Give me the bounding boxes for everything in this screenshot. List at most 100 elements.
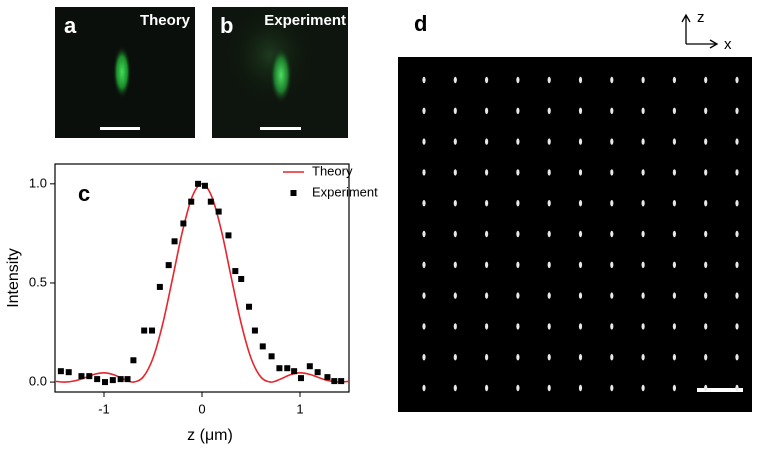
spot bbox=[516, 292, 520, 299]
spot bbox=[672, 323, 677, 330]
data-point bbox=[149, 327, 156, 334]
spot bbox=[610, 354, 614, 361]
data-point bbox=[291, 368, 298, 375]
data-point bbox=[201, 182, 208, 189]
spot bbox=[516, 138, 520, 145]
scale-bar bbox=[260, 127, 301, 130]
chart: c z (μm) Intensity -1 0 1 0.0 0.5 1.0 Theory Ex… bbox=[5, 163, 378, 444]
data-point bbox=[215, 208, 222, 215]
data-point bbox=[324, 374, 331, 381]
spot bbox=[422, 138, 426, 145]
spot bbox=[641, 107, 645, 115]
spot bbox=[704, 200, 708, 207]
spot bbox=[641, 292, 645, 299]
data-point bbox=[86, 373, 93, 380]
data-point bbox=[246, 303, 253, 310]
data-point bbox=[207, 198, 214, 205]
spot bbox=[735, 138, 739, 145]
spot bbox=[704, 261, 708, 268]
data-point bbox=[276, 365, 283, 372]
spot bbox=[547, 230, 551, 238]
spot bbox=[735, 384, 739, 392]
data-point bbox=[331, 378, 338, 385]
spot bbox=[578, 354, 583, 361]
data-point bbox=[124, 376, 131, 383]
spot bbox=[704, 384, 708, 392]
spot bbox=[578, 230, 583, 238]
spot bbox=[422, 384, 426, 392]
spot bbox=[610, 230, 614, 238]
data-point bbox=[297, 375, 304, 382]
data-point bbox=[232, 268, 239, 275]
spot bbox=[735, 76, 739, 84]
image-array bbox=[398, 57, 752, 412]
spot bbox=[610, 384, 614, 392]
spot bbox=[485, 261, 489, 268]
spot bbox=[641, 76, 645, 84]
data-point bbox=[94, 376, 101, 383]
spot bbox=[610, 292, 614, 299]
plot-frame bbox=[54, 163, 350, 393]
focal-spot bbox=[270, 47, 292, 103]
y-axis-label: Intensity bbox=[5, 248, 22, 308]
data-point bbox=[141, 327, 148, 334]
spot bbox=[547, 292, 551, 299]
spot bbox=[516, 323, 520, 330]
data-point bbox=[338, 378, 345, 385]
data-point bbox=[171, 238, 178, 245]
y-tick-label: 0.5 bbox=[29, 274, 47, 289]
panel-title: Theory bbox=[140, 12, 191, 29]
spot bbox=[610, 169, 614, 176]
data-point bbox=[268, 353, 275, 360]
spot bbox=[453, 323, 457, 330]
data-point bbox=[165, 262, 172, 269]
spot bbox=[641, 230, 645, 238]
spot bbox=[422, 292, 426, 299]
data-point bbox=[284, 365, 291, 372]
spot bbox=[485, 76, 489, 84]
spot bbox=[641, 323, 645, 330]
data-point bbox=[57, 368, 64, 375]
spot bbox=[641, 169, 645, 176]
spot bbox=[485, 230, 489, 238]
spot bbox=[453, 384, 457, 392]
data-point bbox=[259, 343, 266, 350]
spot bbox=[641, 354, 645, 361]
spot bbox=[578, 138, 583, 145]
spot bbox=[610, 200, 614, 207]
data-point bbox=[78, 373, 85, 380]
spot bbox=[485, 384, 489, 392]
panel-label: a bbox=[64, 13, 77, 38]
spot bbox=[735, 323, 739, 330]
panel-title: Experiment bbox=[264, 12, 346, 29]
spot bbox=[453, 138, 457, 145]
spot bbox=[704, 230, 708, 238]
x-tick-label: -1 bbox=[98, 401, 110, 416]
spot bbox=[453, 76, 457, 84]
spot bbox=[672, 200, 677, 207]
spot bbox=[610, 138, 614, 145]
panel-label: c bbox=[78, 181, 90, 206]
spot bbox=[672, 354, 677, 361]
spot bbox=[485, 354, 489, 361]
data-point bbox=[238, 275, 245, 282]
spot bbox=[453, 169, 457, 176]
spot bbox=[547, 107, 551, 115]
spot bbox=[516, 107, 520, 115]
y-tick-label: 1.0 bbox=[29, 175, 47, 190]
spot bbox=[578, 261, 583, 268]
spot bbox=[641, 138, 645, 145]
data-point bbox=[251, 327, 258, 334]
x-tick-label: 0 bbox=[198, 401, 205, 416]
spot bbox=[735, 354, 739, 361]
spot bbox=[735, 292, 739, 299]
spot bbox=[704, 323, 708, 330]
x-axis-label: z (μm) bbox=[187, 427, 233, 444]
spot bbox=[485, 107, 489, 115]
y-tick-label: 0.0 bbox=[29, 374, 47, 389]
x-tick-label: 1 bbox=[296, 401, 303, 416]
spot bbox=[547, 261, 551, 268]
spot bbox=[735, 261, 739, 268]
scale-bar bbox=[100, 127, 140, 130]
spot bbox=[547, 323, 551, 330]
